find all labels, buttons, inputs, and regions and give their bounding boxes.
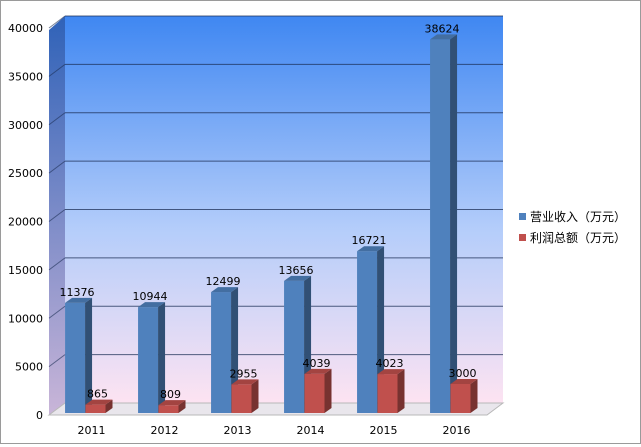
- bar-top: [357, 246, 385, 252]
- bar-front: [430, 39, 451, 413]
- x-tick-label: 2015: [370, 424, 398, 437]
- data-label: 12499: [206, 275, 241, 288]
- gridline-side: [48, 160, 66, 174]
- bar-top: [211, 287, 239, 293]
- bar-side: [470, 378, 478, 413]
- bar-top: [430, 34, 458, 40]
- bar-front: [211, 292, 232, 413]
- bar-top: [158, 400, 186, 406]
- bar-front: [231, 384, 252, 413]
- bar-top: [138, 302, 166, 308]
- legend-label-profit: 利润总额（万元）: [530, 231, 627, 245]
- bar-front: [65, 302, 86, 413]
- x-tick-label: 2014: [297, 424, 325, 437]
- bar-revenue: [211, 287, 239, 413]
- bar-top: [231, 379, 259, 385]
- legend-label-revenue: 营业收入（万元）: [530, 210, 627, 224]
- bar-front: [138, 307, 159, 413]
- bar-front: [377, 374, 398, 413]
- legend-item-revenue: 营业收入（万元）: [519, 206, 626, 227]
- bar-profit: [85, 399, 113, 413]
- gridline-side: [48, 209, 66, 222]
- y-axis: 0 5000 10000 15000 20000 25000 30000 35000 40000: [8, 22, 43, 422]
- data-label: 2955: [230, 367, 258, 380]
- y-tick-label: 15000: [8, 264, 43, 277]
- gridline-side: [48, 112, 66, 126]
- data-label: 16721: [352, 234, 387, 247]
- data-label: 865: [87, 388, 108, 401]
- bars: [65, 34, 478, 413]
- bar-profit: [158, 400, 186, 413]
- bar-side: [251, 379, 259, 413]
- legend-item-profit: 利润总额（万元）: [519, 227, 626, 248]
- data-label: 809: [160, 388, 181, 401]
- bar-top: [304, 368, 332, 374]
- bar-front: [158, 405, 179, 413]
- data-label: 10944: [133, 290, 168, 303]
- bar-side: [397, 369, 405, 413]
- gridline-side: [48, 305, 66, 319]
- bar-top: [450, 378, 478, 384]
- bar-front: [357, 251, 378, 413]
- bar-revenue: [65, 297, 93, 413]
- bar-profit: [231, 379, 259, 413]
- y-tick-label: 5000: [15, 361, 43, 374]
- bar-side: [178, 400, 186, 413]
- bar-profit: [377, 369, 405, 413]
- data-label: 13656: [279, 264, 314, 277]
- bar-front: [304, 373, 325, 413]
- y-tick-label: 40000: [8, 22, 43, 35]
- bar-revenue: [138, 302, 166, 413]
- bar-top: [65, 297, 93, 303]
- bar-top: [284, 275, 312, 281]
- x-tick-label: 2011: [78, 424, 106, 437]
- y-tick-label: 30000: [8, 119, 43, 132]
- bar-revenue: [430, 34, 458, 413]
- legend-swatch-revenue: [519, 213, 526, 220]
- gridline-side: [48, 257, 66, 271]
- x-tick-label: 2013: [224, 424, 252, 437]
- bar-profit: [450, 378, 478, 413]
- legend-swatch-profit: [519, 234, 526, 241]
- data-label: 3000: [449, 367, 477, 380]
- data-labels: 11376 865 10944 809 12499 2955 13656 4039 16721 4…: [60, 22, 477, 401]
- data-label: 4039: [303, 357, 331, 370]
- bar-side: [450, 34, 458, 413]
- data-label: 11376: [60, 286, 95, 299]
- bar-front: [450, 383, 471, 413]
- y-tick-label: 20000: [8, 216, 43, 229]
- y-tick-label: 25000: [8, 167, 43, 180]
- gridline-side: [48, 63, 66, 77]
- y-tick-label: 0: [36, 409, 43, 422]
- y-tick-label: 35000: [8, 70, 43, 83]
- bar-side: [105, 399, 113, 413]
- data-label: 38624: [425, 22, 460, 35]
- data-label: 4023: [376, 357, 404, 370]
- gridlines: [48, 15, 503, 368]
- bar-side: [158, 302, 166, 413]
- gridline-side: [48, 354, 66, 368]
- bar-front: [85, 404, 106, 413]
- bar-top: [85, 399, 113, 405]
- gridline-side: [48, 15, 66, 29]
- x-axis: 2011 2012 2013 2014 2015 2016: [78, 424, 471, 437]
- bar-front: [284, 280, 305, 413]
- x-tick-label: 2016: [443, 424, 471, 437]
- y-tick-label: 10000: [8, 312, 43, 325]
- bar-side: [85, 297, 93, 413]
- bar-side: [324, 368, 332, 413]
- bar-top: [377, 369, 405, 375]
- bar-profit: [304, 368, 332, 413]
- legend: 营业收入（万元） 利润总额（万元）: [519, 206, 626, 248]
- x-tick-label: 2012: [151, 424, 179, 437]
